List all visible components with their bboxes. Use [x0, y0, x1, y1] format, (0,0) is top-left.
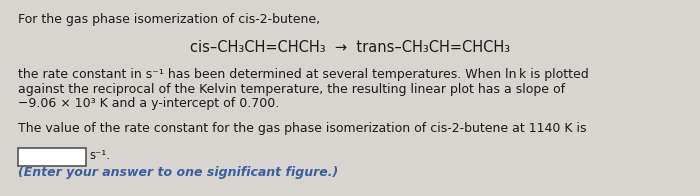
Text: against the reciprocal of the Kelvin temperature, the resulting linear plot has : against the reciprocal of the Kelvin tem… [18, 83, 565, 95]
Text: cis–CH₃CH=CHCH₃  →  trans–CH₃CH=CHCH₃: cis–CH₃CH=CHCH₃ → trans–CH₃CH=CHCH₃ [190, 40, 510, 55]
Text: The value of the rate constant for the gas phase isomerization of cis-2-butene a: The value of the rate constant for the g… [18, 122, 587, 135]
Text: −9.06 × 10³ K and a y-intercept of 0.700.: −9.06 × 10³ K and a y-intercept of 0.700… [18, 97, 279, 110]
Text: the rate constant in s⁻¹ has been determined at several temperatures. When ln k : the rate constant in s⁻¹ has been determ… [18, 68, 589, 81]
Text: (Enter your answer to one significant figure.): (Enter your answer to one significant fi… [18, 166, 338, 179]
Text: s⁻¹.: s⁻¹. [89, 149, 110, 162]
Bar [18, 148, 86, 166]
Text: For the gas phase isomerization of cis-2-butene,: For the gas phase isomerization of cis-2… [18, 13, 320, 26]
